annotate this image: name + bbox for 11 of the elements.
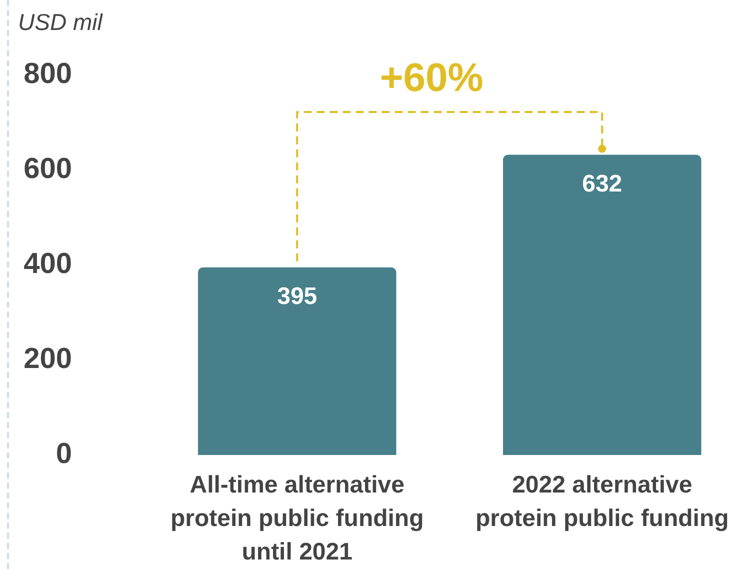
data-label: 632 <box>582 170 622 198</box>
y-axis-title: USD mil <box>18 8 102 37</box>
y-tick-label: 0 <box>56 438 72 470</box>
y-tick-label: 200 <box>24 343 72 375</box>
annotation: +60% <box>380 56 484 100</box>
x-tick-label: All-time alternative protein public funding until 2021 <box>170 471 424 566</box>
y-tick-label: 800 <box>24 58 72 90</box>
x-tick-label: 2022 alternative protein public funding <box>475 471 729 532</box>
y-tick-label: 400 <box>24 248 72 280</box>
data-label: 395 <box>277 283 318 310</box>
y-tick-label: 600 <box>24 153 72 185</box>
